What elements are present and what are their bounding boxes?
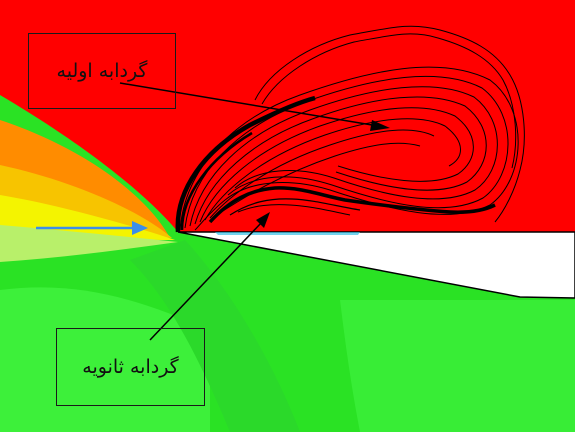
vortex-contours bbox=[175, 25, 525, 233]
primary-pointer-arrow bbox=[119, 82, 390, 131]
primary-vortex-label: گردابه اولیه bbox=[28, 33, 176, 109]
secondary-pointer-arrow bbox=[149, 212, 270, 341]
light-green-region bbox=[0, 287, 210, 432]
surface-strip bbox=[215, 232, 360, 235]
mid-green-region bbox=[130, 240, 300, 432]
red-flow-region bbox=[0, 0, 575, 232]
wing-body bbox=[177, 231, 575, 299]
primary-vortex-text: گردابه اولیه bbox=[56, 60, 148, 82]
yellow-green-region bbox=[0, 225, 178, 262]
right-green-region bbox=[340, 300, 575, 432]
secondary-vortex-label: گردابه ثانویه bbox=[56, 328, 205, 406]
secondary-vortex-text: گردابه ثانویه bbox=[82, 356, 179, 378]
flow-arrow bbox=[36, 221, 148, 235]
